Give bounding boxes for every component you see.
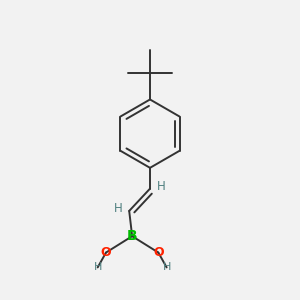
Text: O: O	[101, 246, 111, 259]
Text: O: O	[153, 246, 164, 259]
Text: B: B	[127, 229, 137, 243]
Text: H: H	[113, 202, 122, 215]
Text: H: H	[94, 262, 102, 272]
Text: H: H	[163, 262, 171, 272]
Text: H: H	[157, 180, 166, 193]
